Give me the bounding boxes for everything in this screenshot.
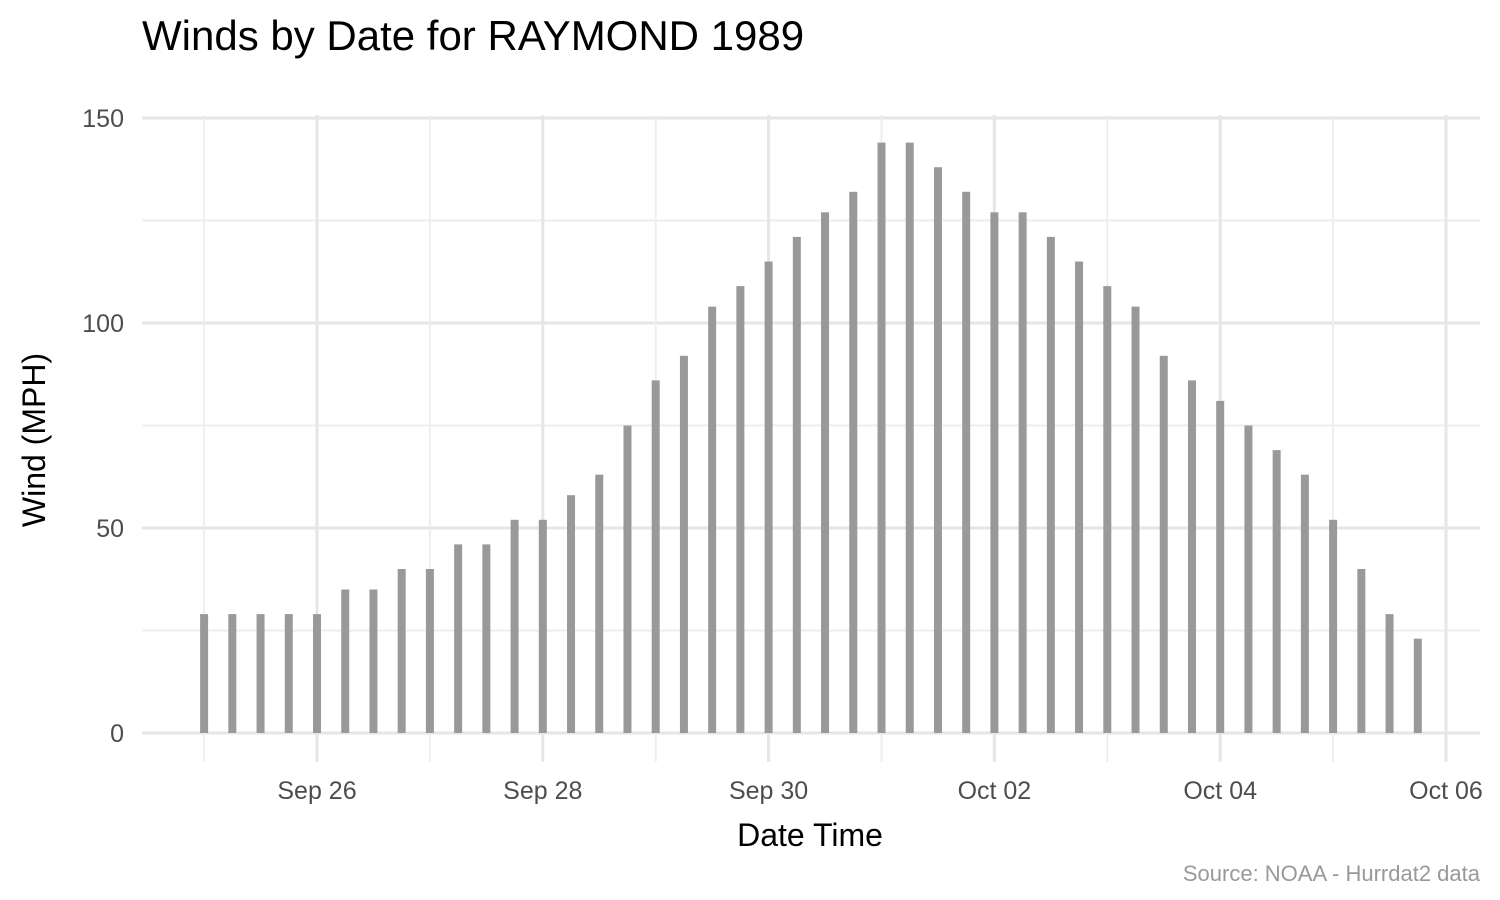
wind-bar	[341, 589, 350, 733]
y-axis-ticks: 0 50 100 150	[82, 105, 124, 748]
wind-bar	[933, 167, 942, 733]
x-tick-label: Oct 04	[1183, 777, 1257, 805]
y-axis-title: Wind (MPH)	[16, 353, 52, 527]
source-caption: Source: NOAA - Hurrdat2 data	[1183, 861, 1481, 886]
wind-bar	[595, 474, 604, 733]
wind-bar	[1385, 614, 1394, 733]
wind-bar	[877, 142, 886, 734]
wind-bar	[623, 425, 632, 733]
wind-bar	[1018, 212, 1027, 734]
wind-bar	[962, 191, 971, 734]
wind-bar	[1187, 380, 1196, 733]
wind-bar	[1131, 306, 1140, 733]
wind-bar	[679, 355, 688, 733]
wind-bar	[369, 589, 378, 733]
x-axis-ticks: Sep 26 Sep 28 Sep 30 Oct 02 Oct 04 Oct 06	[277, 777, 1482, 805]
wind-bar	[228, 614, 237, 733]
y-tick-label: 150	[82, 105, 124, 133]
wind-bar	[1413, 638, 1422, 733]
wind-bar	[1216, 400, 1225, 733]
wind-bar	[1357, 569, 1366, 733]
wind-bar	[736, 286, 745, 733]
wind-bar	[849, 191, 858, 734]
y-tick-label: 50	[96, 515, 124, 543]
x-tick-label: Oct 06	[1409, 777, 1483, 805]
wind-bar	[708, 306, 717, 733]
wind-bar	[1329, 519, 1338, 733]
wind-bar	[1159, 355, 1168, 733]
wind-bar	[425, 569, 434, 733]
chart-title: Winds by Date for RAYMOND 1989	[142, 12, 804, 59]
x-tick-label: Sep 28	[503, 777, 582, 805]
wind-bar	[482, 544, 491, 733]
wind-bar	[1046, 236, 1055, 733]
wind-bar	[538, 519, 547, 733]
wind-bar	[397, 569, 406, 733]
wind-bar	[510, 519, 519, 733]
x-tick-label: Sep 30	[729, 777, 808, 805]
x-tick-label: Oct 02	[958, 777, 1032, 805]
wind-bar	[1244, 425, 1253, 733]
wind-bar	[990, 212, 999, 734]
wind-bar	[764, 261, 773, 733]
wind-bar	[905, 142, 914, 734]
y-tick-label: 0	[110, 720, 124, 748]
wind-bar	[792, 236, 801, 733]
wind-bar	[313, 614, 321, 733]
wind-bar	[284, 614, 293, 733]
wind-bar	[1272, 450, 1281, 733]
wind-bar	[567, 495, 576, 733]
x-tick-label: Sep 26	[277, 777, 356, 805]
wind-bar	[200, 614, 209, 733]
wind-bar	[256, 614, 265, 733]
y-tick-label: 100	[82, 310, 124, 338]
wind-bar	[1300, 474, 1309, 733]
wind-bar	[821, 212, 830, 734]
wind-bar	[454, 544, 463, 733]
x-axis-title: Date Time	[737, 817, 883, 853]
wind-bar	[1075, 261, 1084, 733]
wind-bar	[651, 380, 660, 733]
bars	[200, 142, 1422, 734]
wind-bar	[1103, 286, 1112, 733]
